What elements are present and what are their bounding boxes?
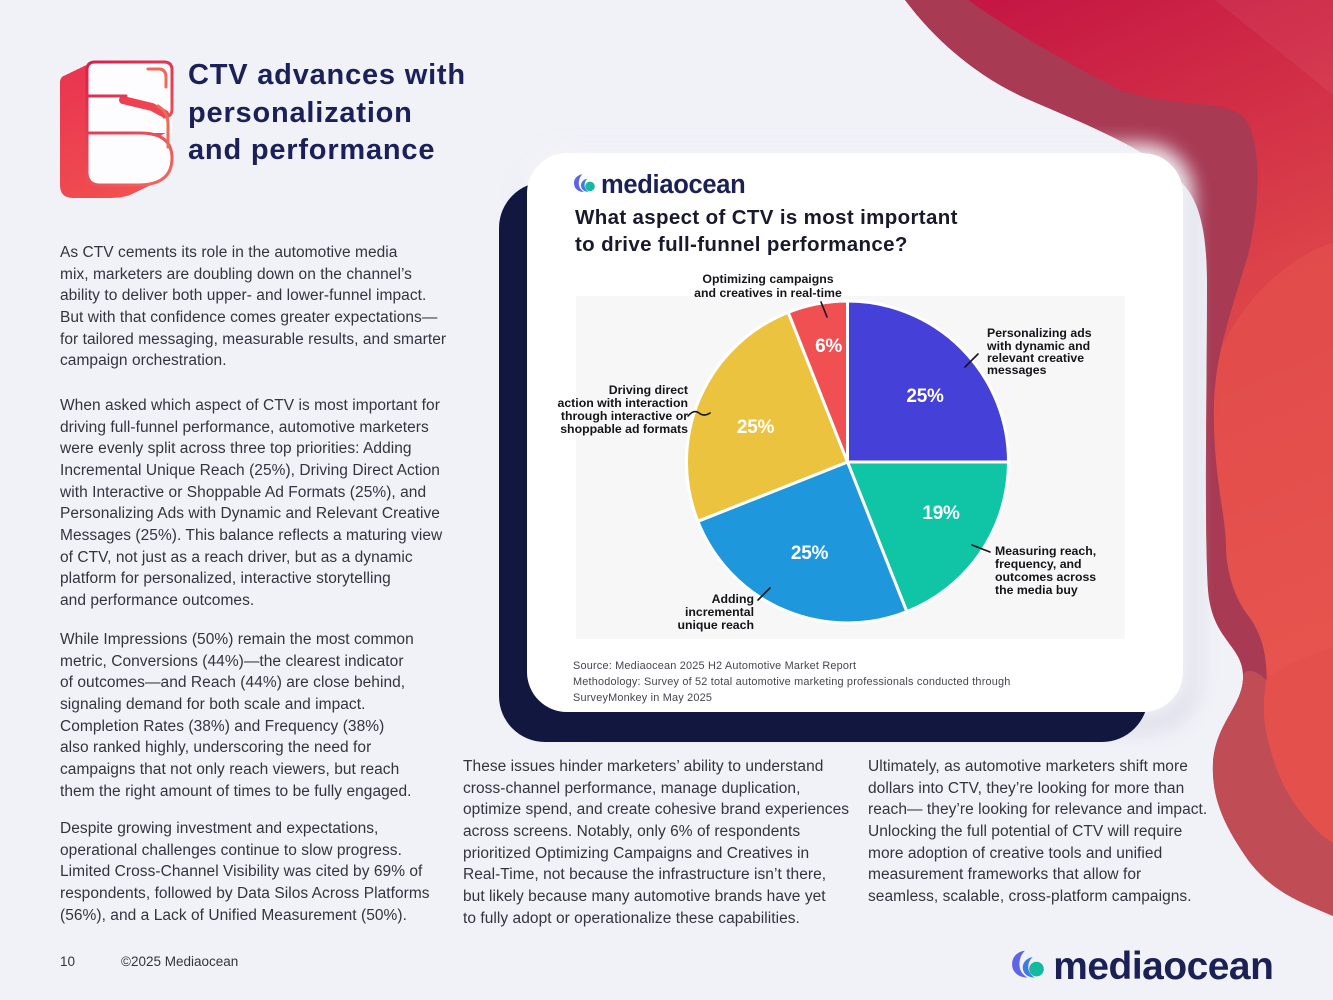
svg-text:19%: 19% [922, 503, 960, 524]
svg-text:Personalizing ads: Personalizing ads [987, 326, 1092, 340]
svg-text:mediaocean: mediaocean [601, 171, 745, 199]
svg-text:Measuring reach,: Measuring reach, [995, 544, 1096, 558]
svg-text:action with interaction: action with interaction [558, 396, 689, 410]
svg-text:with dynamic and: with dynamic and [986, 339, 1090, 353]
svg-text:and creatives in real-time: and creatives in real-time [694, 286, 842, 300]
svg-text:shoppable ad formats: shoppable ad formats [560, 422, 688, 436]
svg-text:outcomes across: outcomes across [995, 570, 1096, 584]
svg-text:relevant creative: relevant creative [987, 351, 1084, 365]
svg-text:25%: 25% [791, 543, 829, 564]
svg-text:Driving direct: Driving direct [609, 383, 688, 397]
svg-text:the media buy: the media buy [995, 583, 1078, 597]
svg-text:Optimizing campaigns: Optimizing campaigns [702, 272, 833, 286]
svg-text:25%: 25% [737, 417, 775, 438]
svg-text:through interactive or: through interactive or [561, 409, 688, 423]
svg-text:6%: 6% [815, 336, 842, 357]
svg-text:Adding: Adding [712, 592, 754, 606]
svg-text:frequency, and: frequency, and [995, 557, 1082, 571]
svg-text:unique reach: unique reach [677, 618, 754, 632]
svg-text:25%: 25% [906, 386, 944, 407]
svg-text:messages: messages [987, 363, 1047, 377]
svg-text:incremental: incremental [685, 605, 754, 619]
